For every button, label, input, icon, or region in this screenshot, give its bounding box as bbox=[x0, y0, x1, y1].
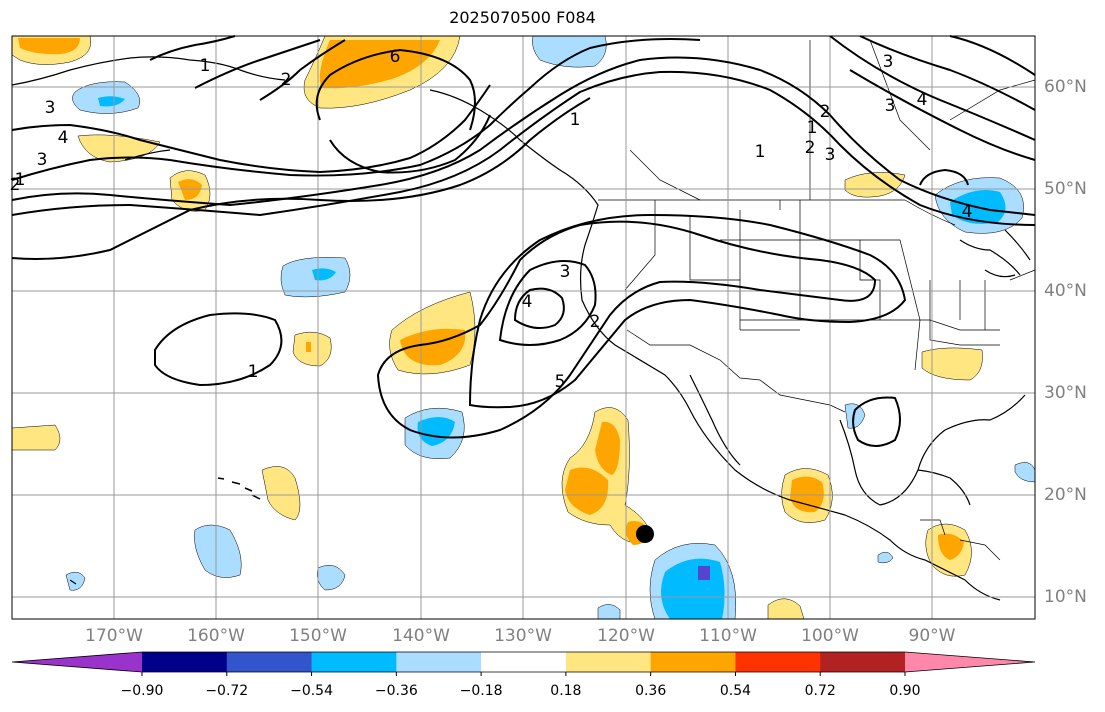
contour-label: 3 bbox=[560, 262, 571, 282]
contour-label: 3 bbox=[45, 98, 56, 118]
colorbar-segment bbox=[905, 652, 1035, 672]
colorbar-segment bbox=[311, 652, 397, 672]
longitude-label: 170°W bbox=[85, 626, 143, 646]
contour-label: 4 bbox=[962, 202, 973, 222]
colorbar-tick-label: 0.54 bbox=[719, 683, 752, 699]
colorbar-segment bbox=[396, 652, 482, 672]
longitude-label: 160°W bbox=[187, 626, 245, 646]
colorbar-tick-label: 0.18 bbox=[550, 683, 582, 699]
colorbar-tick-label: −0.72 bbox=[205, 683, 249, 699]
contour-label: 2 bbox=[820, 102, 831, 122]
latitude-label: 30°N bbox=[1044, 383, 1087, 403]
colorbar-segment bbox=[735, 652, 821, 672]
longitude-label: 90°W bbox=[908, 626, 956, 646]
storm-position-marker bbox=[636, 525, 654, 543]
contour-label: 1 bbox=[807, 118, 818, 138]
contour-label: 1 bbox=[570, 110, 581, 130]
contour-label: 4 bbox=[522, 292, 533, 312]
longitude-label: 120°W bbox=[597, 626, 655, 646]
colorbar-segment bbox=[142, 652, 228, 672]
contour-label: 1 bbox=[755, 142, 766, 162]
colorbar-segment bbox=[226, 652, 313, 672]
contour-label: 4 bbox=[58, 128, 69, 148]
latitude-label: 10°N bbox=[1044, 587, 1087, 607]
contour-label: 1 bbox=[15, 170, 26, 190]
longitude-label: 140°W bbox=[392, 626, 450, 646]
colorbar-segment bbox=[12, 652, 142, 672]
colorbar-segment bbox=[481, 652, 567, 672]
contour-label: 2 bbox=[10, 175, 21, 195]
colorbar-segment bbox=[820, 652, 906, 672]
longitude-label: 150°W bbox=[289, 626, 347, 646]
latitude-label: 60°N bbox=[1044, 77, 1087, 97]
contour-label: 2 bbox=[590, 312, 601, 332]
contour-label: 2 bbox=[281, 70, 292, 90]
contour-lines bbox=[11, 35, 1036, 447]
contour-label: 3 bbox=[37, 150, 48, 170]
longitude-label: 110°W bbox=[699, 626, 757, 646]
contour-label: 5 bbox=[555, 372, 566, 392]
latitude-label: 20°N bbox=[1044, 485, 1087, 505]
contour-label: 3 bbox=[885, 96, 896, 116]
colorbar bbox=[11, 651, 1036, 676]
colorbar-tick-label: 0.36 bbox=[635, 683, 667, 699]
colorbar-tick-label: 0.90 bbox=[889, 683, 921, 699]
colorbar-segment bbox=[650, 652, 736, 672]
latitude-label: 50°N bbox=[1044, 179, 1087, 199]
contour-label: 4 bbox=[917, 90, 928, 110]
contour-label: 6 bbox=[390, 47, 401, 67]
longitude-label: 100°W bbox=[801, 626, 859, 646]
anomaly-fills bbox=[11, 35, 1036, 620]
contour-label: 3 bbox=[883, 52, 894, 72]
colorbar-tick-label: 0.72 bbox=[804, 683, 836, 699]
borders bbox=[598, 39, 1036, 561]
colorbar-tick-label: −0.54 bbox=[290, 683, 333, 699]
longitude-label: 130°W bbox=[494, 626, 552, 646]
contour-label: 1 bbox=[200, 56, 211, 76]
latitude-label: 40°N bbox=[1044, 281, 1087, 301]
colorbar-segment bbox=[565, 652, 652, 672]
colorbar-tick-label: −0.36 bbox=[374, 683, 418, 699]
map-frame bbox=[11, 35, 1036, 620]
colorbar-tick-label: −0.18 bbox=[459, 683, 503, 699]
colorbar-tick-label: −0.90 bbox=[120, 683, 164, 699]
contour-label: 3 bbox=[825, 145, 836, 165]
coastlines bbox=[11, 56, 1031, 601]
contour-label: 2 bbox=[805, 138, 816, 158]
map-title: 2025070500 F084 bbox=[449, 8, 596, 27]
contour-label: 1 bbox=[248, 362, 259, 382]
gridlines bbox=[12, 36, 1035, 619]
